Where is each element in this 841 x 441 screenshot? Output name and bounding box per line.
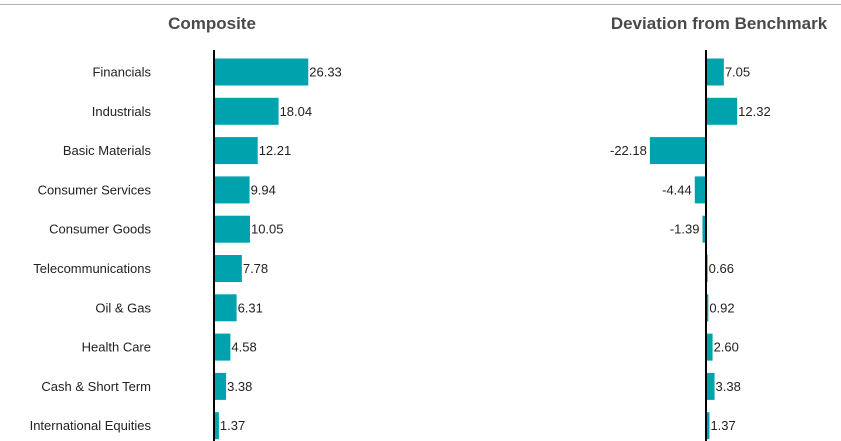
deviation-bar <box>706 372 715 400</box>
category-label: Consumer Services <box>38 182 152 197</box>
category-label: Telecommunications <box>33 261 151 276</box>
deviation-bar <box>706 294 709 322</box>
deviation-value-label: 3.38 <box>716 379 741 394</box>
deviation-value-label: 12.32 <box>738 104 771 119</box>
composite-bar <box>214 412 219 440</box>
composite-bar <box>214 333 231 361</box>
deviation-value-label: 0.66 <box>709 261 734 276</box>
composite-bar <box>214 294 237 322</box>
composite-value-label: 4.58 <box>231 340 256 355</box>
composite-bar <box>214 255 242 282</box>
deviation-value-label: 1.37 <box>710 418 735 433</box>
composite-chart-title: Composite <box>168 14 256 33</box>
composite-value-label: 6.31 <box>238 300 263 315</box>
category-label: Basic Materials <box>63 143 152 158</box>
top-border-line <box>0 4 841 5</box>
composite-value-label: 12.21 <box>259 143 292 158</box>
deviation-bar <box>706 58 724 86</box>
composite-value-label: 26.33 <box>309 65 342 80</box>
category-label: Consumer Goods <box>49 222 151 237</box>
deviation-bar <box>706 97 738 125</box>
deviation-bar <box>706 412 710 440</box>
deviation-bar <box>649 137 706 165</box>
deviation-value-label: -1.39 <box>670 222 700 237</box>
category-label: Health Care <box>82 340 151 355</box>
composite-bar <box>214 137 258 165</box>
deviation-value-label: 0.92 <box>709 300 734 315</box>
composite-value-label: 9.94 <box>251 182 276 197</box>
composite-bar <box>214 58 309 86</box>
category-label: Financials <box>92 65 151 80</box>
deviation-value-label: 7.05 <box>725 65 750 80</box>
composite-bar <box>214 97 279 125</box>
category-label: International Equities <box>30 418 152 433</box>
composite-value-label: 18.04 <box>280 104 313 119</box>
composite-value-label: 1.37 <box>220 418 245 433</box>
deviation-chart-title: Deviation from Benchmark <box>610 14 828 33</box>
composite-value-label: 10.05 <box>251 222 284 237</box>
deviation-bar <box>694 176 706 204</box>
composite-value-label: 3.38 <box>227 379 252 394</box>
composite-bar <box>214 215 250 243</box>
composite-value-label: 7.78 <box>243 261 268 276</box>
deviation-value-label: -4.44 <box>662 182 692 197</box>
category-label: Industrials <box>92 104 152 119</box>
composite-bar <box>214 372 227 400</box>
deviation-bar <box>706 333 713 361</box>
deviation-value-label: -22.18 <box>610 143 647 158</box>
composite-bar <box>214 176 250 204</box>
deviation-value-label: 2.60 <box>714 340 739 355</box>
category-label: Cash & Short Term <box>41 379 151 394</box>
deviation-bar <box>702 215 706 243</box>
category-label: Oil & Gas <box>95 300 151 315</box>
